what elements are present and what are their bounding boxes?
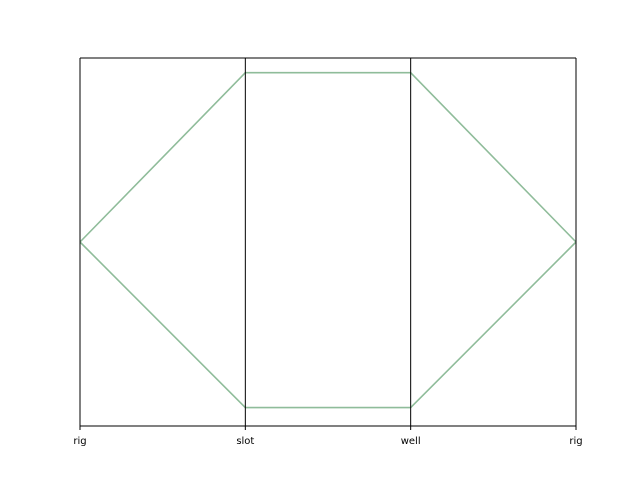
x-tick-label-2: slot	[236, 436, 254, 447]
x-tick-label-4: rig	[569, 436, 582, 447]
series-line-1	[79, 71, 577, 243]
series-lines-group	[79, 71, 577, 409]
x-tick-label-1: rig	[73, 436, 86, 447]
series-line-2	[79, 241, 577, 409]
x-tick-label-3: well	[401, 436, 421, 447]
axes-group: rig slot well rig	[73, 57, 583, 447]
